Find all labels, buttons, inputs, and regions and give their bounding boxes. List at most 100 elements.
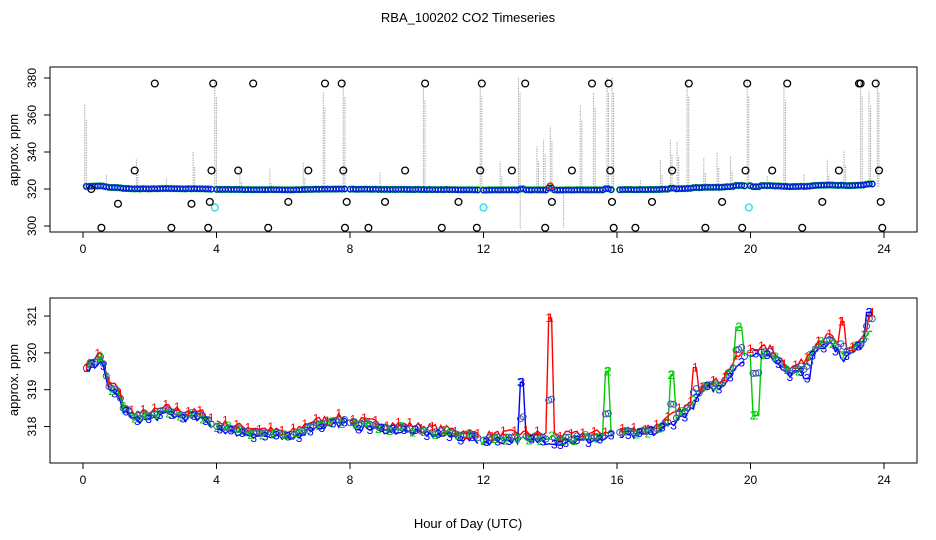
top-point-blue — [869, 180, 876, 188]
series-3-label: 3 — [307, 425, 314, 439]
series-1-label: 1 — [301, 417, 308, 431]
series-3-label: 3 — [682, 411, 689, 425]
series-2-label: 2 — [86, 357, 93, 371]
bottom-point — [116, 394, 124, 402]
bottom-y-axis: 318 319 320 321 — [25, 306, 50, 437]
bottom-point — [88, 359, 96, 366]
bottom-y-tick-label-318: 318 — [25, 416, 39, 436]
series-2-label: 2 — [387, 424, 394, 438]
bottom-point — [599, 432, 607, 440]
series-3-label: 3 — [528, 433, 535, 447]
series-3-label: 3 — [469, 430, 476, 444]
top-x-tick-label-20: 20 — [744, 242, 758, 256]
top-y-tick-label-340: 340 — [25, 142, 39, 162]
series-1-label: 1 — [162, 398, 169, 412]
series-1-label: 1 — [324, 414, 331, 428]
series-1-label: 1 — [781, 357, 788, 371]
bottom-point — [519, 413, 527, 421]
series-3-label: 3 — [648, 424, 655, 438]
series-1-label: 1 — [747, 342, 754, 356]
series-3-label: 3 — [355, 423, 362, 437]
bottom-point — [840, 342, 848, 350]
series-2-label: 2 — [667, 368, 674, 382]
series-3-label: 3 — [111, 387, 118, 401]
series-1-label: 1 — [290, 421, 297, 435]
series-1-label: 1 — [826, 327, 833, 341]
bottom-point — [664, 418, 672, 426]
top-point-black — [701, 223, 710, 232]
top-point-black — [97, 223, 106, 232]
series-2-label: 2 — [143, 408, 150, 422]
series-3-label: 3 — [457, 433, 464, 447]
series-1-label: 1 — [106, 375, 113, 389]
series-1-label: 1 — [384, 419, 391, 433]
series-1-label: 1 — [653, 418, 660, 432]
series-3-label: 3 — [378, 421, 385, 435]
series-2-label: 2 — [338, 417, 345, 431]
top-point-black — [507, 166, 516, 175]
top-point-black — [684, 79, 693, 88]
top-point-black — [818, 197, 827, 206]
series-2-label: 2 — [622, 425, 629, 439]
series-1-label: 1 — [500, 424, 507, 438]
series-2-label: 2 — [690, 394, 697, 408]
top-point-black — [783, 79, 792, 88]
series-2-label: 2 — [316, 419, 323, 433]
series-3-label: 3 — [855, 339, 862, 353]
top-point-black — [364, 223, 373, 232]
series-3-label: 3 — [693, 391, 700, 405]
series-1-label: 1 — [463, 428, 470, 442]
series-1-label: 1 — [489, 430, 496, 444]
series-1-label: 1 — [631, 420, 638, 434]
series-1-label: 1 — [545, 311, 552, 325]
top-point-black — [167, 223, 176, 232]
raw-trace — [84, 78, 880, 230]
series-1-label: 1 — [350, 413, 357, 427]
series-3-label: 3 — [330, 417, 337, 431]
bottom-point — [202, 415, 209, 423]
series-3-label: 3 — [596, 433, 603, 447]
bottom-point — [817, 340, 825, 348]
bottom-point — [567, 436, 575, 444]
series-1-label: 1 — [313, 412, 320, 426]
series-3-label: 3 — [659, 421, 666, 435]
series-2-label: 2 — [605, 364, 612, 378]
series-2-label: 2 — [432, 428, 439, 442]
bottom-x-tick-label-24: 24 — [877, 473, 891, 487]
series-3-label: 3 — [145, 412, 152, 426]
top-x-tick-label-4: 4 — [213, 242, 220, 256]
series-1-label: 1 — [418, 421, 425, 435]
series-2-label: 2 — [225, 419, 232, 433]
top-point-black — [249, 79, 258, 88]
top-point-black — [472, 223, 481, 232]
spike-label-0: 1 — [547, 311, 554, 325]
series-3-label: 3 — [123, 404, 130, 418]
top-point-black — [209, 79, 218, 88]
series-3-label: 3 — [228, 423, 235, 437]
bottom-point — [548, 395, 556, 403]
bottom-point — [474, 434, 482, 442]
series-2-label: 2 — [177, 410, 184, 424]
top-point-black — [876, 197, 885, 206]
top-point-black — [337, 79, 346, 88]
top-point-black — [207, 166, 216, 175]
series-2-label: 2 — [514, 431, 521, 445]
top-y-axis-label: approx. ppm — [6, 114, 21, 186]
top-y-tick-label-380: 380 — [25, 68, 39, 88]
series-3-label: 3 — [296, 431, 303, 445]
bottom-y-tick-label-319: 319 — [25, 379, 39, 399]
series-2-label: 2 — [248, 428, 255, 442]
series-2-label: 2 — [735, 320, 742, 334]
top-point-cyan — [479, 203, 488, 212]
series-2-label: 2 — [548, 429, 555, 443]
top-point-black — [204, 223, 213, 232]
top-point-red — [546, 182, 555, 191]
series-2-label: 2 — [633, 428, 640, 442]
series-2-label: 2 — [270, 427, 277, 441]
spike-label-3: 2 — [735, 320, 742, 334]
series-2-label: 2 — [293, 426, 300, 440]
bottom-point — [868, 315, 876, 323]
series-3-label: 3 — [636, 426, 643, 440]
top-point-black — [304, 166, 313, 175]
spike-label-7: 1 — [692, 361, 699, 375]
